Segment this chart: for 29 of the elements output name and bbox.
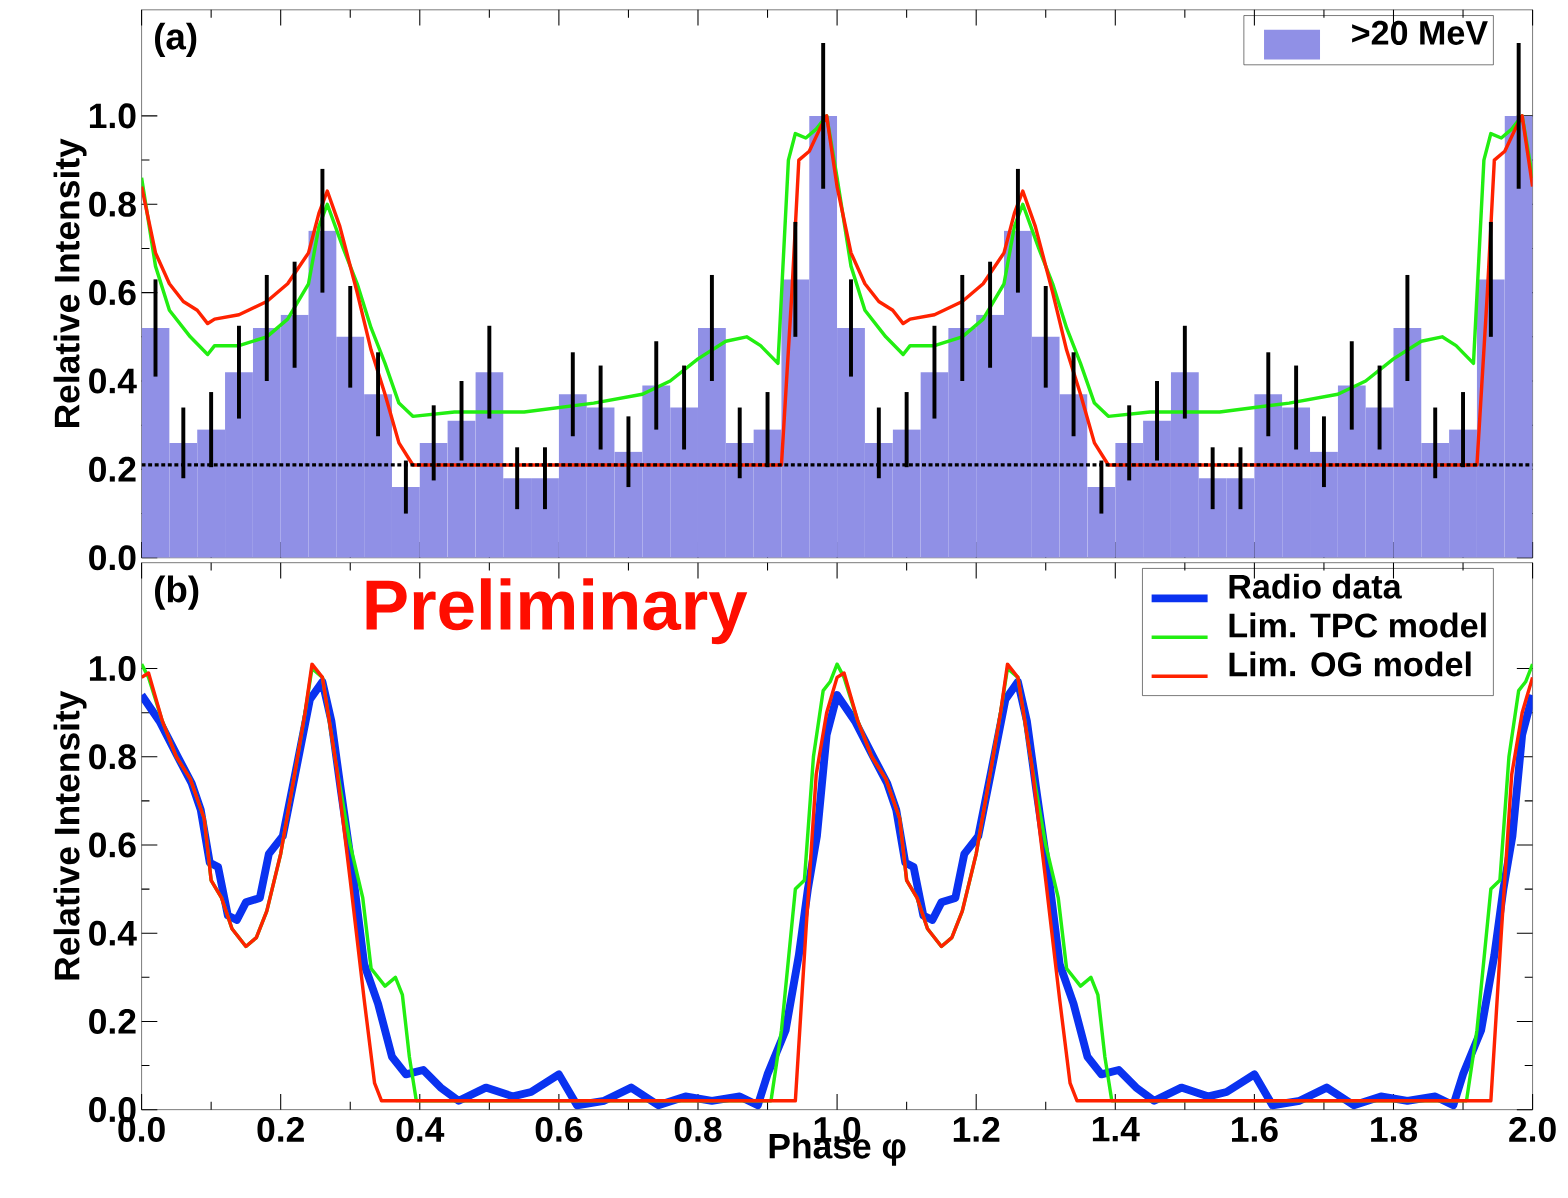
annotation: Preliminary — [366, 578, 748, 645]
legend-label: Lim. OG model — [1229, 651, 1471, 677]
y-axis-title: Relative Intensity — [53, 690, 87, 980]
y-axis-title: Relative Intensity — [53, 138, 87, 427]
annotation: (a) — [155, 22, 197, 57]
y-tick-label: 0.2 — [89, 1008, 136, 1034]
x-tick-label: 1.2 — [953, 1116, 1000, 1142]
x-tick-label: 1.8 — [1371, 1116, 1418, 1142]
y-tick-label: 0.8 — [89, 744, 136, 770]
y-tick-label: 0.0 — [89, 545, 136, 571]
legend-label: Radio data — [1229, 573, 1402, 599]
x-tick-label: 0.2 — [257, 1116, 304, 1142]
y-tick-label: 0.6 — [89, 832, 136, 858]
x-tick-label: 1.4 — [1092, 1116, 1140, 1142]
x-tick-label: 0.4 — [396, 1116, 445, 1142]
annotation: (b) — [155, 575, 199, 610]
y-tick-label: 0.6 — [89, 280, 136, 306]
y-tick-label: 1.0 — [89, 103, 136, 129]
x-tick-label: 0.8 — [674, 1116, 722, 1142]
x-tick-label: 2.0 — [1509, 1116, 1556, 1142]
y-tick-label: 0.2 — [89, 456, 136, 482]
y-tick-label: 1.0 — [89, 655, 136, 681]
y-tick-label: 0.4 — [89, 368, 137, 394]
y-tick-label: 0.4 — [89, 920, 137, 946]
text: >20 MeV — [1352, 20, 1488, 45]
x-tick-label: 0.6 — [535, 1116, 583, 1142]
y-tick-label: 0.8 — [89, 191, 136, 217]
x-tick-label: 1.6 — [1231, 1116, 1278, 1142]
legend-label: Lim. TPC model — [1229, 612, 1486, 638]
